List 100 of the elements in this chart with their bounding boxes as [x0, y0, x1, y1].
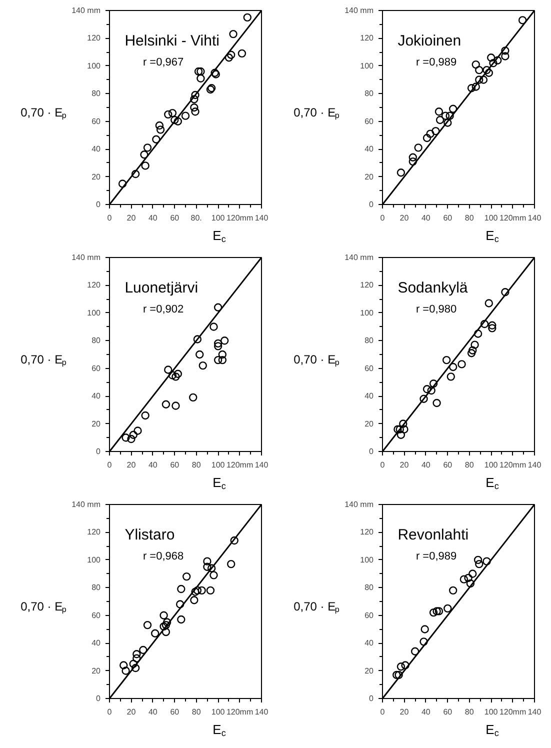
point: [460, 575, 468, 584]
point: [160, 611, 168, 620]
point: [218, 350, 227, 359]
x-tick-label: 60: [170, 708, 180, 716]
point: [193, 335, 202, 344]
point: [140, 150, 148, 159]
y-tick-label: 80: [364, 583, 374, 592]
x-tick-label: 0: [380, 708, 386, 716]
y-tick-label: 20: [92, 666, 102, 676]
point: [422, 385, 432, 394]
point: [466, 579, 475, 588]
point: [426, 130, 434, 138]
y-tick-label: 120: [360, 280, 374, 290]
x-tick-label: 60: [170, 214, 180, 222]
point: [132, 650, 141, 658]
y-tick-label: 20: [92, 172, 102, 182]
point: [168, 371, 177, 380]
point: [400, 425, 408, 434]
point: [164, 366, 172, 374]
point: [434, 108, 444, 116]
y-tick-label: 20: [92, 419, 102, 428]
y-tick-label: 60: [364, 610, 374, 620]
point: [486, 54, 496, 62]
point: [196, 74, 205, 82]
point: [518, 16, 527, 24]
point: [227, 50, 236, 59]
point: [488, 321, 496, 330]
y-tick-label: 40: [92, 144, 102, 154]
point: [170, 116, 179, 124]
y-tick-label: 100: [360, 555, 374, 564]
x-tick-label: 80: [192, 708, 202, 716]
point: [479, 76, 488, 84]
point: [203, 557, 212, 566]
annotation: r =0,968: [142, 550, 184, 563]
point: [238, 49, 246, 58]
point: [182, 572, 191, 581]
point: [230, 536, 238, 545]
point: [448, 104, 458, 113]
point: [446, 112, 454, 120]
point: [408, 157, 417, 166]
point: [174, 370, 182, 378]
point: [143, 144, 152, 152]
point: [191, 588, 200, 596]
point: [172, 402, 180, 410]
point: [210, 571, 218, 580]
y-tick-label: 100: [360, 308, 374, 318]
x-tick-label: 120mm: [499, 214, 526, 222]
y-tick-label: 20: [364, 666, 374, 676]
y-tick-label: 120: [87, 528, 102, 537]
point: [198, 586, 206, 595]
point: [227, 560, 236, 568]
point: [396, 662, 406, 671]
point: [429, 608, 438, 617]
x-tick-label: 40: [421, 708, 431, 716]
point: [408, 153, 417, 162]
text: Sodankylä: [398, 279, 468, 296]
x-tick-label: 0: [380, 214, 386, 222]
point: [468, 346, 477, 354]
x-tick-label: 120mm: [499, 460, 526, 470]
point: [488, 324, 496, 332]
point: [141, 162, 150, 170]
point: [432, 607, 441, 616]
y-tick-label: 60: [92, 116, 102, 126]
y-tick-label: 100: [87, 308, 102, 318]
x-tick-label: 140: [528, 708, 542, 716]
point: [448, 586, 458, 595]
point: [468, 570, 477, 578]
y-tick-label: 0: [96, 200, 102, 209]
point: [162, 618, 172, 626]
point: [131, 664, 140, 672]
x-tick-label: 80: [464, 708, 474, 716]
point: [394, 670, 403, 680]
x-tick-label: 20: [126, 460, 136, 470]
point: [176, 600, 184, 608]
point: [429, 380, 438, 388]
point: [143, 620, 152, 630]
point: [177, 615, 186, 624]
point: [122, 666, 130, 675]
annotation: r =0,967: [142, 56, 184, 69]
point: [467, 349, 476, 358]
x-tick-label: 20: [126, 214, 136, 222]
annotation: r =0,980: [416, 304, 457, 316]
point: [392, 670, 401, 680]
point: [458, 360, 466, 368]
x-tick-label: 40: [148, 460, 158, 470]
point: [207, 564, 216, 572]
point: [127, 434, 136, 444]
x-tick-label: 20: [400, 460, 410, 470]
x-tick-label: 40: [148, 708, 158, 716]
x-tick-label: 60: [170, 460, 180, 470]
point: [396, 430, 406, 439]
x-tick-label: 40: [421, 460, 431, 470]
point: [474, 330, 482, 338]
point: [467, 84, 476, 92]
x-tick-label: 20: [126, 708, 136, 716]
point: [155, 121, 164, 130]
y-tick-label: 60: [364, 116, 374, 126]
point: [220, 336, 229, 345]
point: [174, 117, 182, 126]
text: Helsinki - Vihti: [124, 32, 220, 50]
